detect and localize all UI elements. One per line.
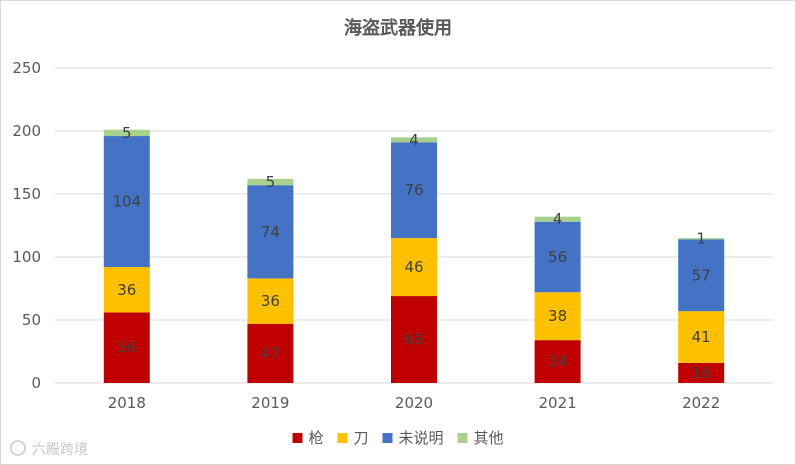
legend: 枪 刀 未说明 其他 bbox=[292, 429, 504, 447]
bar-segment bbox=[534, 340, 581, 383]
data-label: 38 bbox=[548, 307, 567, 325]
bar-segment bbox=[534, 221, 581, 293]
watermark-logo-icon bbox=[10, 440, 26, 456]
data-label: 76 bbox=[404, 181, 423, 199]
y-tick-label: 250 bbox=[12, 59, 41, 77]
data-label: 56 bbox=[548, 248, 567, 266]
legend-swatch bbox=[457, 433, 468, 443]
chart-title: 海盗武器使用 bbox=[344, 17, 452, 39]
y-tick-label: 0 bbox=[31, 374, 41, 392]
legend-swatch bbox=[292, 433, 303, 443]
y-tick-label: 50 bbox=[22, 311, 41, 329]
data-label: 74 bbox=[261, 223, 280, 241]
bar-segment bbox=[534, 292, 581, 341]
x-tick-label: 2020 bbox=[395, 394, 433, 412]
x-tick-label: 2019 bbox=[251, 394, 289, 412]
data-label: 16 bbox=[692, 364, 711, 382]
bars: 56 36 104 5 47 36 74 5 69 46 76 4 34 38 56 4 16 41 57 1 bbox=[103, 124, 725, 383]
bar-segment bbox=[247, 185, 294, 279]
y-tick-label: 100 bbox=[12, 248, 41, 266]
data-label: 5 bbox=[266, 173, 276, 191]
legend-label: 枪 bbox=[309, 429, 324, 447]
gridlines bbox=[55, 67, 773, 384]
legend-label: 其他 bbox=[474, 429, 504, 447]
legend-label: 刀 bbox=[354, 429, 369, 447]
data-label: 47 bbox=[261, 344, 280, 362]
watermark-text: 六殿跨境 bbox=[32, 442, 88, 458]
bar-segment bbox=[534, 216, 581, 222]
bar-segment bbox=[678, 238, 725, 240]
bar-segment bbox=[678, 362, 725, 383]
data-label: 1 bbox=[696, 230, 706, 248]
bar-segment bbox=[678, 311, 725, 363]
legend-swatch bbox=[337, 433, 348, 443]
data-label: 4 bbox=[553, 210, 563, 228]
legend-label: 未说明 bbox=[399, 429, 444, 447]
x-axis: 2018 2019 2020 2021 2022 bbox=[108, 394, 721, 412]
bar-segment bbox=[247, 178, 294, 186]
data-label: 34 bbox=[548, 353, 567, 371]
data-label: 36 bbox=[261, 292, 280, 310]
data-label: 36 bbox=[117, 281, 136, 299]
data-label: 104 bbox=[112, 193, 141, 211]
data-label: 56 bbox=[117, 339, 136, 357]
y-axis: 0 50 100 150 200 250 bbox=[12, 59, 41, 392]
data-label: 57 bbox=[692, 266, 711, 284]
bar-segment bbox=[391, 296, 437, 383]
y-tick-label: 150 bbox=[12, 185, 41, 203]
bar-segment bbox=[103, 129, 150, 137]
bar-segment bbox=[391, 137, 437, 143]
bar-segment bbox=[103, 312, 150, 383]
bar-segment bbox=[103, 267, 150, 313]
data-label: 46 bbox=[404, 258, 423, 276]
legend-swatch bbox=[382, 433, 393, 443]
y-tick-label: 200 bbox=[12, 122, 41, 140]
watermark: 六殿跨境 bbox=[10, 440, 88, 458]
bar-segment bbox=[247, 278, 294, 324]
x-tick-label: 2018 bbox=[108, 394, 146, 412]
bar-segment bbox=[391, 142, 437, 239]
bar-segment bbox=[247, 323, 294, 383]
x-tick-label: 2022 bbox=[682, 394, 720, 412]
bar-segment bbox=[103, 136, 150, 268]
data-label: 69 bbox=[404, 331, 423, 349]
data-label: 4 bbox=[409, 131, 419, 149]
data-label: 41 bbox=[692, 328, 711, 346]
bar-segment bbox=[391, 238, 437, 297]
bar-segment bbox=[678, 239, 725, 312]
data-label: 5 bbox=[122, 124, 132, 142]
x-tick-label: 2021 bbox=[539, 394, 577, 412]
